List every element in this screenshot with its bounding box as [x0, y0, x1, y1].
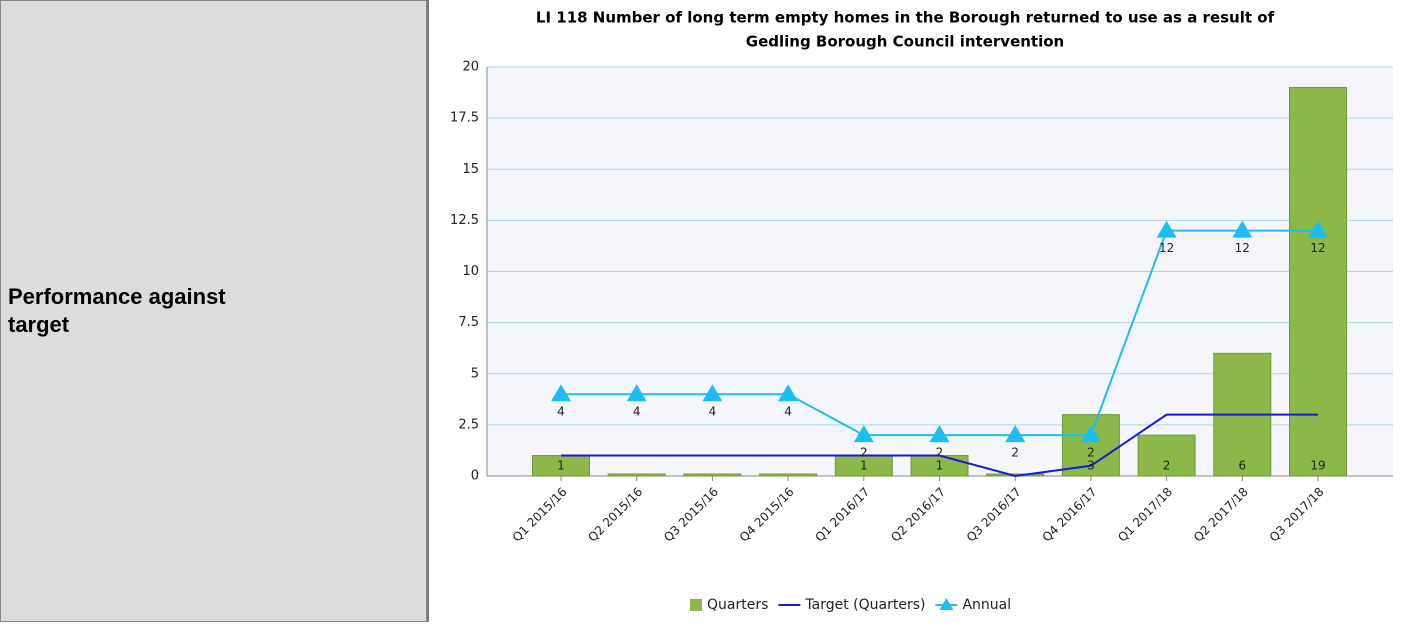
x-tick-label: Q1 2016/17	[812, 485, 872, 545]
data-label: 12	[1310, 241, 1325, 255]
legend-label: Quarters	[707, 597, 768, 613]
data-label: 12	[1159, 241, 1174, 255]
x-tick-label: Q2 2016/17	[888, 485, 948, 545]
bar	[1289, 86, 1347, 477]
x-tick-label: Q4 2015/16	[737, 485, 797, 545]
x-tick-label: Q3 2015/16	[661, 485, 721, 545]
y-tick-label: 7.5	[458, 315, 479, 330]
legend-swatch	[939, 598, 954, 610]
marker	[702, 384, 723, 402]
data-label: 4	[557, 405, 565, 419]
x-tick-label: Q2 2015/16	[585, 485, 645, 545]
x-tick-label: Q1 2017/18	[1115, 485, 1175, 545]
marker	[1308, 220, 1328, 238]
marker	[626, 384, 647, 402]
legend-swatch	[690, 599, 702, 611]
legend-label: Annual	[962, 597, 1011, 613]
y-tick-label: 10	[462, 264, 479, 279]
marker	[551, 384, 571, 402]
y-tick-label: 20	[462, 60, 479, 75]
marker	[778, 384, 799, 402]
marker	[1005, 425, 1026, 443]
y-tick-label: 2.5	[458, 417, 479, 432]
y-tick-label: 0	[471, 469, 479, 484]
data-label: 1	[936, 459, 944, 473]
row-label: Performance against target	[8, 284, 226, 337]
data-label: 3	[1087, 459, 1095, 473]
data-label: 6	[1238, 459, 1246, 473]
data-label: 12	[1235, 241, 1250, 255]
x-tick-label: Q2 2017/18	[1191, 485, 1251, 545]
data-label: 2	[936, 446, 944, 460]
marker	[929, 425, 950, 443]
y-tick-label: 17.5	[450, 111, 479, 126]
data-label: 2	[860, 446, 868, 460]
data-label: 2	[1011, 446, 1019, 460]
x-tick-label: Q3 2016/17	[964, 485, 1024, 545]
data-label: 1	[557, 459, 565, 473]
data-label: 2	[1163, 459, 1171, 473]
y-tick-label: 5	[471, 366, 479, 381]
y-tick-label: 15	[462, 162, 479, 177]
data-label: 4	[633, 405, 641, 419]
chart-title: Gedling Borough Council intervention	[746, 33, 1064, 51]
marker	[853, 425, 874, 443]
data-label: 1	[860, 459, 868, 473]
data-label: 4	[709, 405, 717, 419]
bar	[683, 473, 742, 477]
data-label: 19	[1310, 459, 1325, 473]
bar	[1137, 434, 1196, 477]
data-label: 2	[1087, 446, 1095, 460]
x-tick-label: Q1 2015/16	[510, 485, 570, 545]
line	[561, 413, 1318, 478]
bar	[607, 473, 666, 477]
marker	[1156, 220, 1177, 238]
marker	[1232, 220, 1253, 238]
x-tick-label: Q4 2016/17	[1040, 485, 1100, 545]
bar	[759, 473, 818, 477]
chart-title: LI 118 Number of long term empty homes i…	[536, 9, 1275, 27]
data-label: 4	[784, 405, 792, 419]
marker	[1080, 425, 1101, 443]
legend-label: Target (Quarters)	[804, 597, 925, 613]
label-cell	[0, 0, 427, 622]
x-tick-label: Q3 2017/18	[1267, 485, 1327, 545]
y-tick-label: 12.5	[450, 213, 479, 228]
